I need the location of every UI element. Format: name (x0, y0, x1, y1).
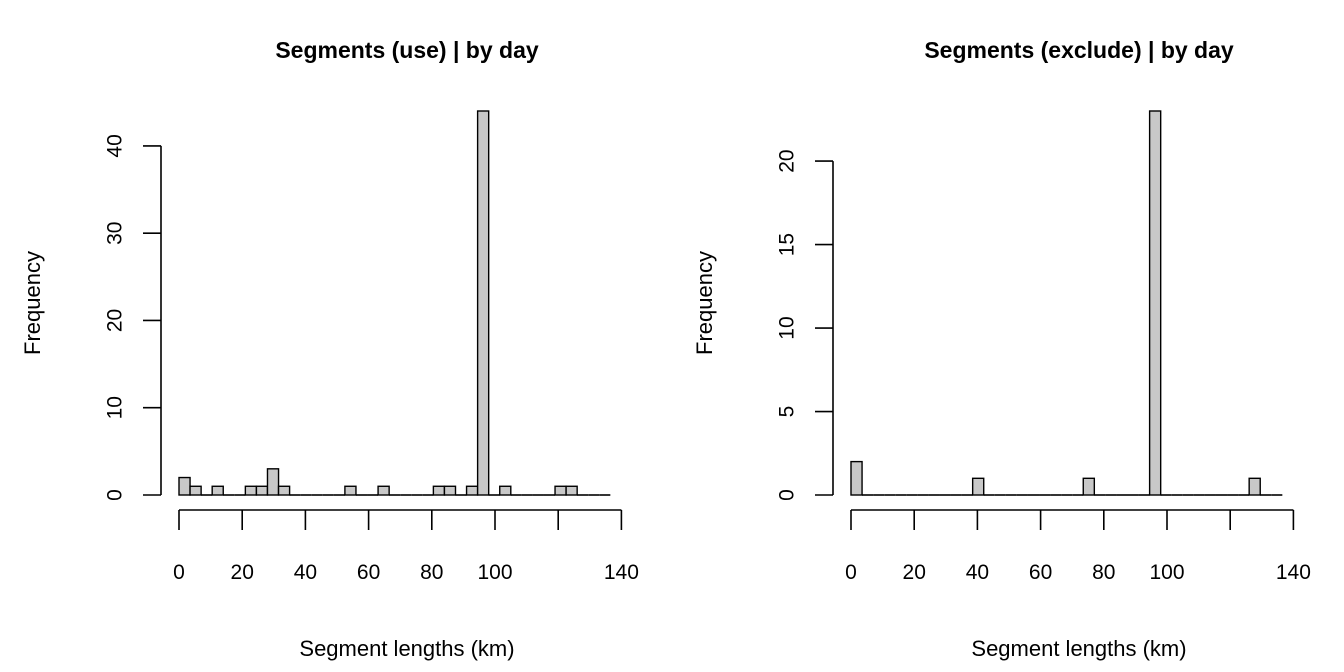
histogram-bar (1148, 110, 1162, 496)
histogram-bar (971, 477, 985, 496)
histogram-bar (499, 485, 512, 496)
histogram-bar (178, 476, 191, 496)
x-tick-label: 40 (966, 561, 989, 584)
histogram-bar (432, 485, 446, 496)
y-tick-label: 20 (776, 149, 799, 172)
y-axis: 0 5 10 15 20 (776, 149, 834, 501)
y-tick-label: 10 (104, 396, 127, 419)
histogram-bar (189, 485, 202, 496)
x-tick-label: 140 (1276, 561, 1311, 584)
histogram-bar (244, 485, 258, 496)
y-tick-label: 15 (776, 233, 799, 256)
x-axis-label: Segment lengths (km) (971, 636, 1186, 661)
x-axis: 0 20 40 60 80 100 140 (173, 509, 639, 584)
y-axis: 0 10 20 30 40 (104, 134, 162, 501)
histogram-bar (1248, 477, 1261, 496)
y-tick-label: 10 (776, 316, 799, 339)
y-axis-label: Frequency (20, 251, 45, 355)
histogram-bar (554, 485, 567, 496)
histogram-bar (266, 468, 280, 496)
x-axis: 0 20 40 60 80 100 140 (845, 509, 1311, 584)
histogram-bar (443, 485, 457, 496)
y-tick-label: 30 (104, 222, 127, 245)
x-tick-label: 60 (357, 561, 380, 584)
histogram-bar (850, 460, 863, 496)
x-tick-label: 140 (604, 561, 639, 584)
x-tick-label: 100 (1149, 561, 1184, 584)
y-tick-label: 40 (104, 134, 127, 157)
histogram-bar (277, 485, 291, 496)
histogram-bar (476, 110, 490, 496)
y-tick-label: 20 (104, 309, 127, 332)
bars-group (850, 110, 1283, 496)
x-tick-label: 0 (845, 561, 857, 584)
y-tick-label: 0 (104, 489, 127, 501)
histogram-bar (377, 485, 390, 496)
histogram-bar (465, 485, 479, 496)
histogram-panel-exclude: Segments (exclude) | by day Segment leng… (692, 37, 1311, 661)
x-tick-label: 40 (294, 561, 317, 584)
y-axis-label: Frequency (692, 251, 717, 355)
x-tick-label: 80 (1092, 561, 1115, 584)
histogram-bar (255, 485, 269, 496)
x-tick-label: 20 (903, 561, 926, 584)
x-tick-label: 60 (1029, 561, 1052, 584)
x-tick-label: 20 (231, 561, 254, 584)
x-tick-label: 80 (420, 561, 443, 584)
histogram-bar (565, 485, 578, 496)
x-tick-label: 0 (173, 561, 185, 584)
histogram-bar (344, 485, 357, 496)
chart-title: Segments (exclude) | by day (924, 37, 1234, 63)
histogram-bar (211, 485, 224, 496)
y-tick-label: 0 (776, 489, 799, 501)
histogram-panel-use: Segments (use) | by day Segment lengths … (20, 37, 639, 661)
histogram-bar (1082, 477, 1096, 496)
x-tick-label: 100 (477, 561, 512, 584)
bars-group (178, 110, 611, 496)
y-tick-label: 5 (776, 406, 799, 418)
x-axis-label: Segment lengths (km) (299, 636, 514, 661)
chart-title: Segments (use) | by day (275, 37, 539, 63)
